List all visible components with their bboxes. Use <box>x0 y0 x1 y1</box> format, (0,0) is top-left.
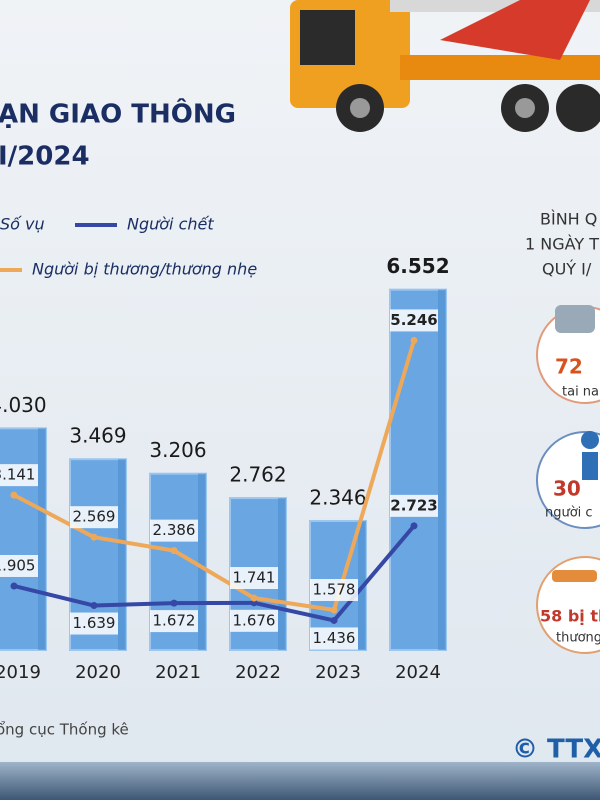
chart: Số vụ Người chết Người bị thương/thương nh… <box>0 215 450 683</box>
line-point <box>330 606 338 614</box>
line-point <box>410 522 418 530</box>
x-tick-label: 2019 <box>0 662 41 683</box>
line-value-label: 1.639 <box>73 614 116 632</box>
x-tick-label: 2023 <box>315 662 361 683</box>
line-value-label: 1.672 <box>153 612 196 630</box>
line-point <box>170 547 178 555</box>
side-number: 72 <box>555 355 583 379</box>
line-point <box>90 602 98 610</box>
line-value-label: 3.141 <box>0 466 35 484</box>
bar-shade <box>38 428 46 650</box>
side-heading: BÌNH Q <box>540 210 597 229</box>
value-label-box <box>0 554 38 577</box>
value-label-box <box>70 612 118 635</box>
bar-value-label: 6.552 <box>386 254 449 278</box>
x-tick-label: 2020 <box>75 662 121 683</box>
line-value-label: 1.436 <box>313 629 356 647</box>
value-label-box <box>230 609 278 632</box>
value-label-box <box>0 464 38 487</box>
value-label-box <box>310 579 358 602</box>
bar-value-label: 2.762 <box>229 463 286 487</box>
line-value-label: 2.386 <box>153 521 196 539</box>
line-value-label: 1.676 <box>233 611 276 629</box>
bar-shade <box>118 459 126 650</box>
bar-shade <box>438 289 446 650</box>
value-label-box <box>70 506 118 529</box>
legend-label: Người chết <box>127 215 214 234</box>
value-label-box <box>150 519 198 542</box>
line-value-label: 1.741 <box>233 569 276 587</box>
value-label-box <box>390 309 438 332</box>
value-label-box <box>150 610 198 633</box>
bar-value-label: 2.346 <box>309 485 366 509</box>
bar-value-label: 3.206 <box>149 438 206 462</box>
side-text: thương <box>556 631 600 646</box>
title: ẠN GIAO THÔNG <box>0 98 236 130</box>
line-point <box>170 599 178 607</box>
source: ổng cục Thống kê <box>0 721 129 739</box>
bar-value-label: 4.030 <box>0 393 47 417</box>
line <box>13 339 416 613</box>
line-value-label: 2.569 <box>73 508 116 526</box>
line-point <box>10 582 18 590</box>
title: I/2024 <box>0 142 90 172</box>
side-heading: 1 NGÀY T <box>525 235 599 254</box>
line-point <box>10 491 18 499</box>
side-text: người c <box>545 506 593 521</box>
side-text: tai na <box>562 385 599 400</box>
bar-value-label: 3.469 <box>69 424 126 448</box>
line-value-label: 5.246 <box>390 311 437 329</box>
x-tick-label: 2022 <box>235 662 281 683</box>
copyright: © TTX <box>512 735 600 765</box>
x-tick-label: 2024 <box>395 662 441 683</box>
line-value-label: 1.578 <box>313 581 356 599</box>
bar-shade <box>278 498 286 650</box>
value-label-box <box>390 494 438 517</box>
bar-shade <box>198 473 206 650</box>
footer-band <box>0 762 600 800</box>
line-point <box>410 336 418 344</box>
side-number: 30 <box>553 477 581 501</box>
legend-label: Số vụ <box>0 215 45 234</box>
line-point <box>250 594 258 602</box>
side-heading: QUÝ I/ <box>542 260 592 279</box>
value-label-box <box>230 567 278 590</box>
x-tick-label: 2021 <box>155 662 201 683</box>
side-panel: BÌNH Q 1 NGÀY T QUÝ I/ 72 tai na 30 ngườ… <box>525 210 600 654</box>
value-label-box <box>310 627 358 650</box>
line-point <box>90 533 98 541</box>
truck <box>290 0 600 132</box>
line-point <box>330 616 338 624</box>
line-value-label: 1.905 <box>0 556 35 574</box>
line <box>13 524 416 623</box>
line-value-label: 2.723 <box>390 496 437 514</box>
bar <box>389 288 447 651</box>
legend-label: Người bị thương/thương nhẹ <box>32 260 257 279</box>
side-number: 58 bị th <box>540 607 600 626</box>
